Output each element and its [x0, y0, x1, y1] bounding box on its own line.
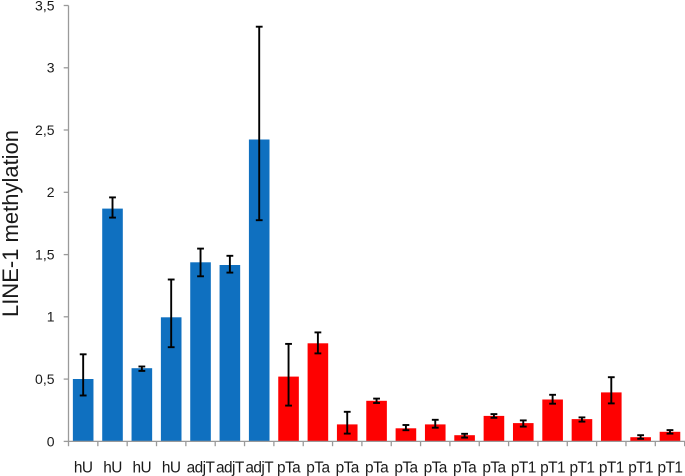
svg-text:pT1: pT1 — [570, 459, 595, 476]
svg-text:pT1: pT1 — [628, 459, 653, 476]
svg-text:LINE-1 methylation: LINE-1 methylation — [0, 130, 23, 317]
svg-text:0,5: 0,5 — [35, 371, 55, 387]
svg-text:hU: hU — [133, 459, 152, 476]
svg-text:pT1: pT1 — [599, 459, 624, 476]
svg-text:adjT: adjT — [187, 459, 216, 476]
svg-text:2,5: 2,5 — [35, 122, 55, 138]
svg-text:pTa: pTa — [424, 459, 448, 476]
svg-text:hU: hU — [162, 459, 181, 476]
svg-text:pTa: pTa — [482, 459, 506, 476]
svg-text:pTa: pTa — [277, 459, 301, 476]
svg-text:1,5: 1,5 — [35, 247, 55, 263]
svg-text:adjT: adjT — [216, 459, 245, 476]
svg-text:0: 0 — [47, 433, 55, 449]
svg-text:hU: hU — [103, 459, 122, 476]
svg-text:pT1: pT1 — [540, 459, 565, 476]
svg-text:3: 3 — [47, 60, 55, 76]
svg-text:hU: hU — [74, 459, 93, 476]
svg-text:pTa: pTa — [394, 459, 418, 476]
svg-text:1: 1 — [47, 309, 55, 325]
svg-text:pT1: pT1 — [658, 459, 683, 476]
svg-text:pT1: pT1 — [511, 459, 536, 476]
svg-text:3,5: 3,5 — [35, 0, 55, 13]
svg-text:pTa: pTa — [336, 459, 360, 476]
svg-text:pTa: pTa — [453, 459, 477, 476]
svg-text:2: 2 — [47, 184, 55, 200]
svg-text:adjT: adjT — [245, 459, 274, 476]
svg-text:pTa: pTa — [306, 459, 330, 476]
svg-text:pTa: pTa — [365, 459, 389, 476]
